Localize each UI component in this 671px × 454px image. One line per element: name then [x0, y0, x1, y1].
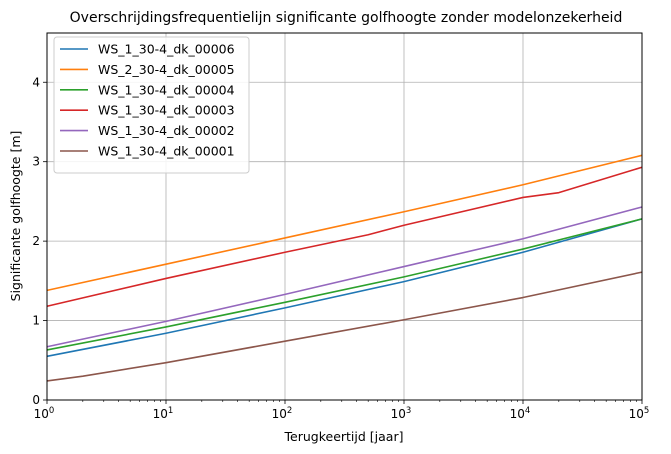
- series-line-4: [46, 166, 643, 308]
- x-tick-label: 104: [510, 406, 531, 421]
- series-line-5: [46, 206, 643, 348]
- legend-label: WS_1_30-4_dk_00002: [98, 123, 235, 138]
- x-tick-label: 100: [34, 406, 55, 421]
- series-line-3: [46, 218, 643, 351]
- x-tick-label: 102: [272, 406, 293, 421]
- legend-label: WS_1_30-4_dk_00006: [98, 42, 235, 57]
- chart-title: Overschrijdingsfrequentielijn significan…: [70, 10, 623, 26]
- x-tick-label: 101: [153, 406, 174, 421]
- series-line-2: [46, 154, 643, 292]
- plot-frame: [46, 32, 643, 401]
- legend-label: WS_1_30-4_dk_00003: [98, 103, 235, 118]
- y-tick-label: 0: [32, 393, 40, 407]
- y-axis-title: Significante golfhoogte [m]: [8, 131, 23, 302]
- series-line-6: [46, 271, 643, 382]
- legend: WS_1_30-4_dk_00006 WS_2_30-4_dk_00005 WS_1…: [53, 36, 250, 174]
- series-layer: [46, 154, 643, 382]
- y-tick-label: 1: [32, 314, 40, 328]
- x-axis-title: Terugkeertijd [jaar]: [284, 429, 404, 444]
- legend-label: WS_1_30-4_dk_00001: [98, 144, 235, 159]
- legend-label: WS_2_30-4_dk_00005: [98, 62, 235, 77]
- x-tick-label: 105: [629, 406, 650, 421]
- y-tick-label: 2: [32, 234, 40, 248]
- x-axis: 100 101 102 103 104 105: [34, 400, 650, 421]
- y-axis: 0 1 2 3 4: [32, 75, 47, 407]
- legend-label: WS_1_30-4_dk_00004: [98, 82, 235, 97]
- legend-box: [53, 36, 250, 174]
- y-tick-label: 3: [32, 155, 40, 169]
- x-tick-label: 103: [391, 406, 412, 421]
- series-line-1: [46, 218, 643, 358]
- y-tick-label: 4: [32, 75, 40, 89]
